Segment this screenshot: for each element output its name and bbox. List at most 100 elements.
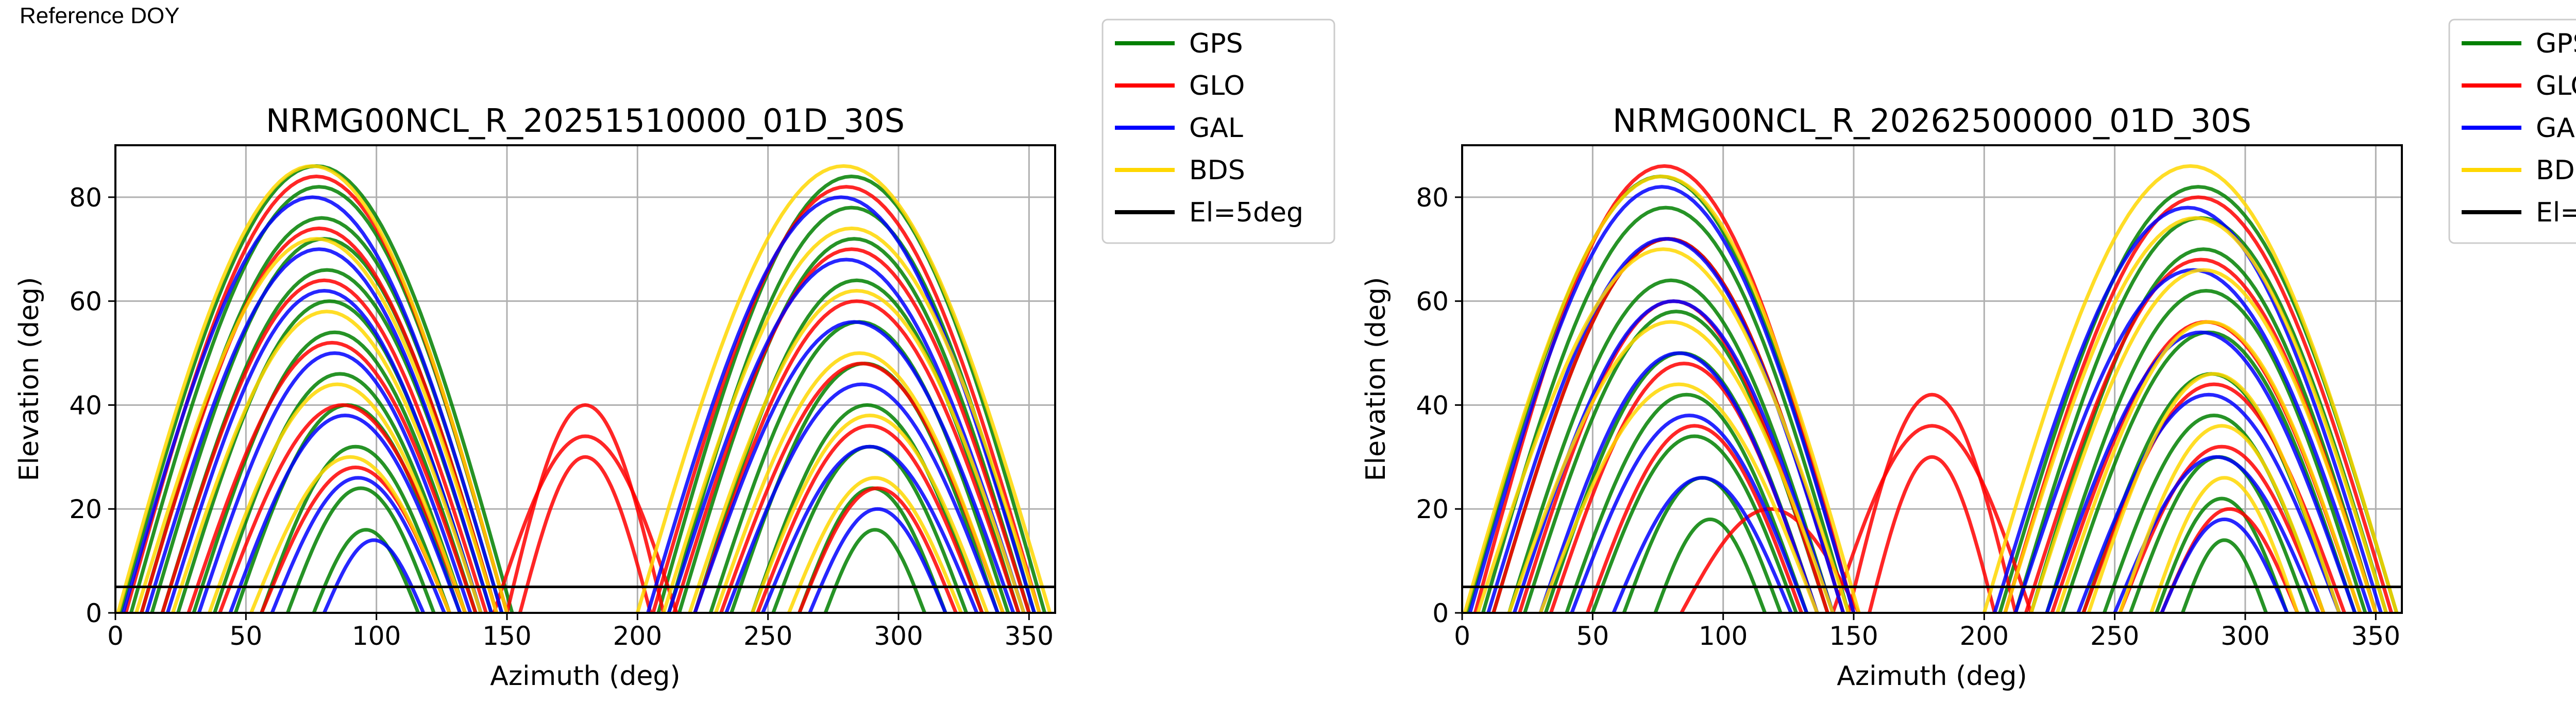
y-axis-label: Elevation (deg) <box>14 277 45 482</box>
x-tick-label: 150 <box>482 621 531 651</box>
arc-bds <box>635 164 1052 613</box>
arc-bds <box>1463 174 1861 613</box>
arc-gal <box>323 538 426 613</box>
arc-gal <box>228 414 462 613</box>
y-tick-label: 20 <box>1416 494 1449 524</box>
arc-gps <box>1481 205 1851 613</box>
axes-frame <box>114 144 1056 614</box>
arc-gps <box>823 528 926 613</box>
arc-bds <box>208 382 467 613</box>
arc-bds <box>787 476 963 613</box>
data-layer <box>1463 164 2399 613</box>
arc-gal <box>2160 517 2289 613</box>
y-tick-label: 80 <box>69 183 102 213</box>
arc-gps <box>2155 496 2289 613</box>
legend-label: GAL <box>1189 113 1243 144</box>
y-tick-label: 80 <box>1416 183 1449 213</box>
arc-gps <box>286 486 436 613</box>
chart-title: NRMG00NCL_R_20262500000_01D_30S <box>1613 102 2251 140</box>
arc-gal <box>2045 330 2357 613</box>
arc-glo <box>651 185 1041 613</box>
x-axis-label: Azimuth (deg) <box>1837 661 2027 692</box>
arc-glo <box>492 434 679 613</box>
y-tick-label: 40 <box>69 390 102 420</box>
arc-glo <box>672 247 1031 613</box>
y-axis-label: Elevation (deg) <box>1361 277 1392 482</box>
arc-glo <box>1868 455 1996 613</box>
arc-bds <box>2029 268 2378 613</box>
x-tick-label: 200 <box>1960 621 2009 651</box>
arc-bds <box>1476 247 1851 613</box>
arc-gal <box>1538 351 1819 613</box>
legend: GPS GLO GAL BDS El=5deg <box>2448 19 2576 244</box>
arc-gal <box>197 351 472 613</box>
arc-gal <box>667 258 1026 613</box>
arc-bds <box>662 226 1041 613</box>
x-tick-label: 350 <box>2351 621 2400 651</box>
arc-bds <box>2055 320 2362 613</box>
x-axis-label: Azimuth (deg) <box>490 661 680 692</box>
chart-panel-2: 0 50 100 150 200 250 300 350 0 20 40 60 80 Azimuth (d… <box>1361 19 2576 692</box>
legend-label: GPS <box>1189 28 1243 59</box>
arc-glo <box>2003 195 2394 613</box>
axes-frame <box>1461 144 2403 614</box>
arc-gps <box>312 528 420 613</box>
arc-gps <box>1591 434 1798 613</box>
arc-glo <box>1831 424 2033 613</box>
x-tick-label: 300 <box>874 621 923 651</box>
arc-gps <box>2081 372 2341 613</box>
x-tick-label: 250 <box>2090 621 2139 651</box>
arc-gal <box>761 444 979 613</box>
arc-gal <box>121 195 504 613</box>
y-tick-label: 60 <box>69 287 102 317</box>
arc-gps <box>2029 247 2378 613</box>
arc-bds <box>134 237 499 613</box>
arc-glo <box>756 424 984 613</box>
arc-gal <box>2076 392 2341 613</box>
y-tick-label: 60 <box>1416 287 1449 317</box>
arc-bds <box>1538 382 1819 613</box>
x-tick-label: 300 <box>2221 621 2269 651</box>
arc-bds <box>2003 216 2388 613</box>
arc-gps <box>2045 288 2367 613</box>
arc-glo <box>693 299 1021 613</box>
legend-label: El=5deg <box>1189 197 1303 228</box>
arc-bds <box>1982 164 2399 613</box>
x-tick-label: 350 <box>1005 621 1054 651</box>
arc-glo <box>518 455 653 613</box>
legend-box <box>1101 19 1335 244</box>
arc-gps <box>750 403 984 613</box>
arc-glo <box>218 403 467 613</box>
arc-bds <box>171 310 483 613</box>
x-tick-label: 200 <box>613 621 662 651</box>
legend-label: BDS <box>2536 155 2576 186</box>
arc-glo <box>1585 424 1803 613</box>
legend-label: GAL <box>2536 113 2576 144</box>
x-tick-label: 150 <box>1829 621 1878 651</box>
arc-gps <box>1565 392 1809 613</box>
arc-gal <box>724 382 999 613</box>
arc-gps <box>1653 517 1767 613</box>
legend-label: GPS <box>2536 28 2576 59</box>
arc-glo <box>2118 444 2326 613</box>
chart-title: NRMG00NCL_R_20251510000_01D_30S <box>266 102 905 140</box>
arc-glo <box>798 486 958 613</box>
arc-gal <box>1468 185 1856 613</box>
arc-bds <box>1507 320 1835 613</box>
arc-gal <box>270 476 446 613</box>
y-tick-label: 20 <box>69 494 102 524</box>
arc-bds <box>2118 424 2326 613</box>
arc-bds <box>688 288 1026 613</box>
arc-glo <box>187 340 478 613</box>
legend-label: GLO <box>2536 71 2576 101</box>
arc-gal <box>165 288 483 613</box>
arc-gps <box>192 330 478 613</box>
arc-bds <box>714 351 1005 613</box>
legend: GPS GLO GAL BDS El=5deg <box>1101 19 1335 244</box>
arc-gal <box>1570 414 1809 613</box>
x-tick-label: 100 <box>1699 621 1748 651</box>
y-tick-label: 0 <box>1432 598 1449 628</box>
arc-gps <box>656 174 1047 613</box>
arc-gps <box>260 444 451 613</box>
arc-gps <box>213 372 467 613</box>
